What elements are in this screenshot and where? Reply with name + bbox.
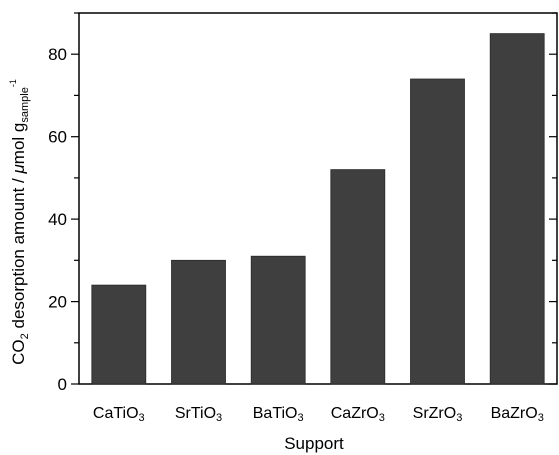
- x-axis-label: Support: [284, 434, 344, 453]
- bar-srzro3: [410, 78, 465, 385]
- x-tick-label: SrTiO3: [175, 405, 222, 424]
- y-tick-label: 20: [48, 293, 67, 312]
- y-tick-label: 60: [48, 128, 67, 147]
- bar-batio3: [250, 255, 306, 385]
- x-tick-label: CaTiO3: [93, 405, 145, 424]
- x-tick-label: SrZrO3: [413, 405, 463, 424]
- bar-catio3: [91, 284, 147, 385]
- y-tick-label: 0: [58, 375, 67, 394]
- x-tick-label: BaTiO3: [253, 405, 304, 424]
- y-tick-label: 80: [48, 45, 67, 64]
- bar-bazro3: [489, 33, 545, 385]
- y-tick-label: 40: [48, 210, 67, 229]
- x-tick-label: BaZrO3: [491, 405, 544, 424]
- plot-frame: [78, 12, 558, 385]
- bar-cazro3: [330, 169, 386, 385]
- bar-srtio3: [171, 259, 226, 385]
- y-axis-label: CO2 desorption amount / μmol gsample-1: [8, 79, 31, 365]
- x-tick-label: CaZrO3: [331, 405, 385, 424]
